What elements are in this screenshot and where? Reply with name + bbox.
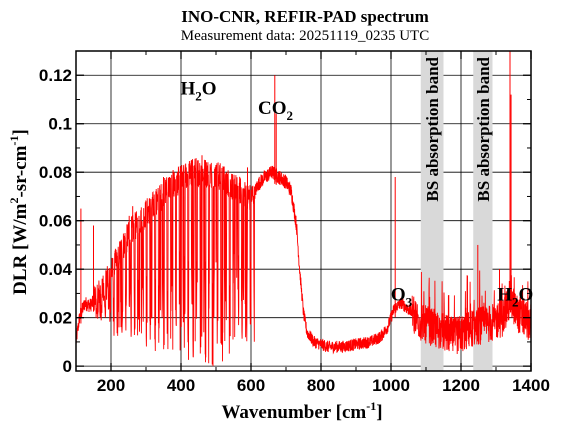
gridlines <box>76 51 531 371</box>
x-tick-label: 1200 <box>442 376 480 395</box>
y-tick-label: 0.04 <box>39 260 73 279</box>
annotation-tail: O <box>202 79 217 100</box>
y-tick-label: 0.12 <box>39 66 72 85</box>
annotation-base: O <box>391 285 406 306</box>
absorption-band-label-1: BS absorption band <box>423 56 442 201</box>
x-tick-label: 600 <box>237 376 265 395</box>
x-axis-label-tail: ] <box>376 402 382 423</box>
y-axis-label-p1: DLR [W/m <box>10 203 31 294</box>
x-tick-label: 1000 <box>372 376 410 395</box>
x-axis-label-sup: -1 <box>366 399 376 413</box>
y-tick-label: 0.08 <box>39 163 72 182</box>
y-tick-label: 0.1 <box>48 115 72 134</box>
axes-frame <box>75 50 532 372</box>
spectrum-spikes <box>80 51 512 336</box>
y-axis-label-sup2: -1 <box>7 135 21 145</box>
y-axis-label-p2: -sr-cm <box>10 145 31 197</box>
x-tick-label: 400 <box>167 376 195 395</box>
annotation-subscript: 3 <box>406 295 413 310</box>
chart-title: INO-CNR, REFIR-PAD spectrum <box>181 7 429 26</box>
annotation-tail: O <box>519 285 534 306</box>
absorption-band-1 <box>420 51 444 371</box>
annotation-base: H <box>180 79 195 100</box>
axis-ticks: 200 400 600 800 1000 1200 1400 0 0.02 0.04 0.06 0.0… <box>39 51 550 395</box>
absorption-band-label-2: BS absorption band <box>474 56 493 201</box>
annotation-co2: CO2 <box>258 98 293 123</box>
plot-area: BS absorption band BS absorption bandH2OC… <box>39 50 550 395</box>
y-tick-label: 0.02 <box>39 309 72 328</box>
annotation-base: CO <box>258 98 287 119</box>
y-tick-label: 0 <box>63 357 72 376</box>
y-tick-label: 0.06 <box>39 212 72 231</box>
annotation-base: H <box>497 285 512 306</box>
x-tick-label: 200 <box>97 376 125 395</box>
annotation-h2o-right: H2O <box>497 285 533 310</box>
y-axis-label-sup1: 2 <box>7 198 21 204</box>
annotation-o3: O3 <box>391 285 413 310</box>
annotation-subscript: 2 <box>195 89 202 104</box>
x-tick-label: 800 <box>307 376 335 395</box>
y-axis-label-p3: ] <box>10 129 31 135</box>
spectrum-line <box>75 158 532 367</box>
annotation-h2o-left: H2O <box>180 79 216 104</box>
y-axis-label: DLR [W/m2-sr-cm-1] <box>7 129 31 295</box>
annotation-subscript: 2 <box>512 295 519 310</box>
annotation-subscript: 2 <box>287 108 294 123</box>
chart-subtitle: Measurement data: 20251119_0235 UTC <box>181 28 429 44</box>
x-axis-label-main: Wavenumber [cm <box>221 402 366 423</box>
x-tick-label: 1400 <box>512 376 550 395</box>
x-axis-label: Wavenumber [cm-1] <box>221 399 382 423</box>
